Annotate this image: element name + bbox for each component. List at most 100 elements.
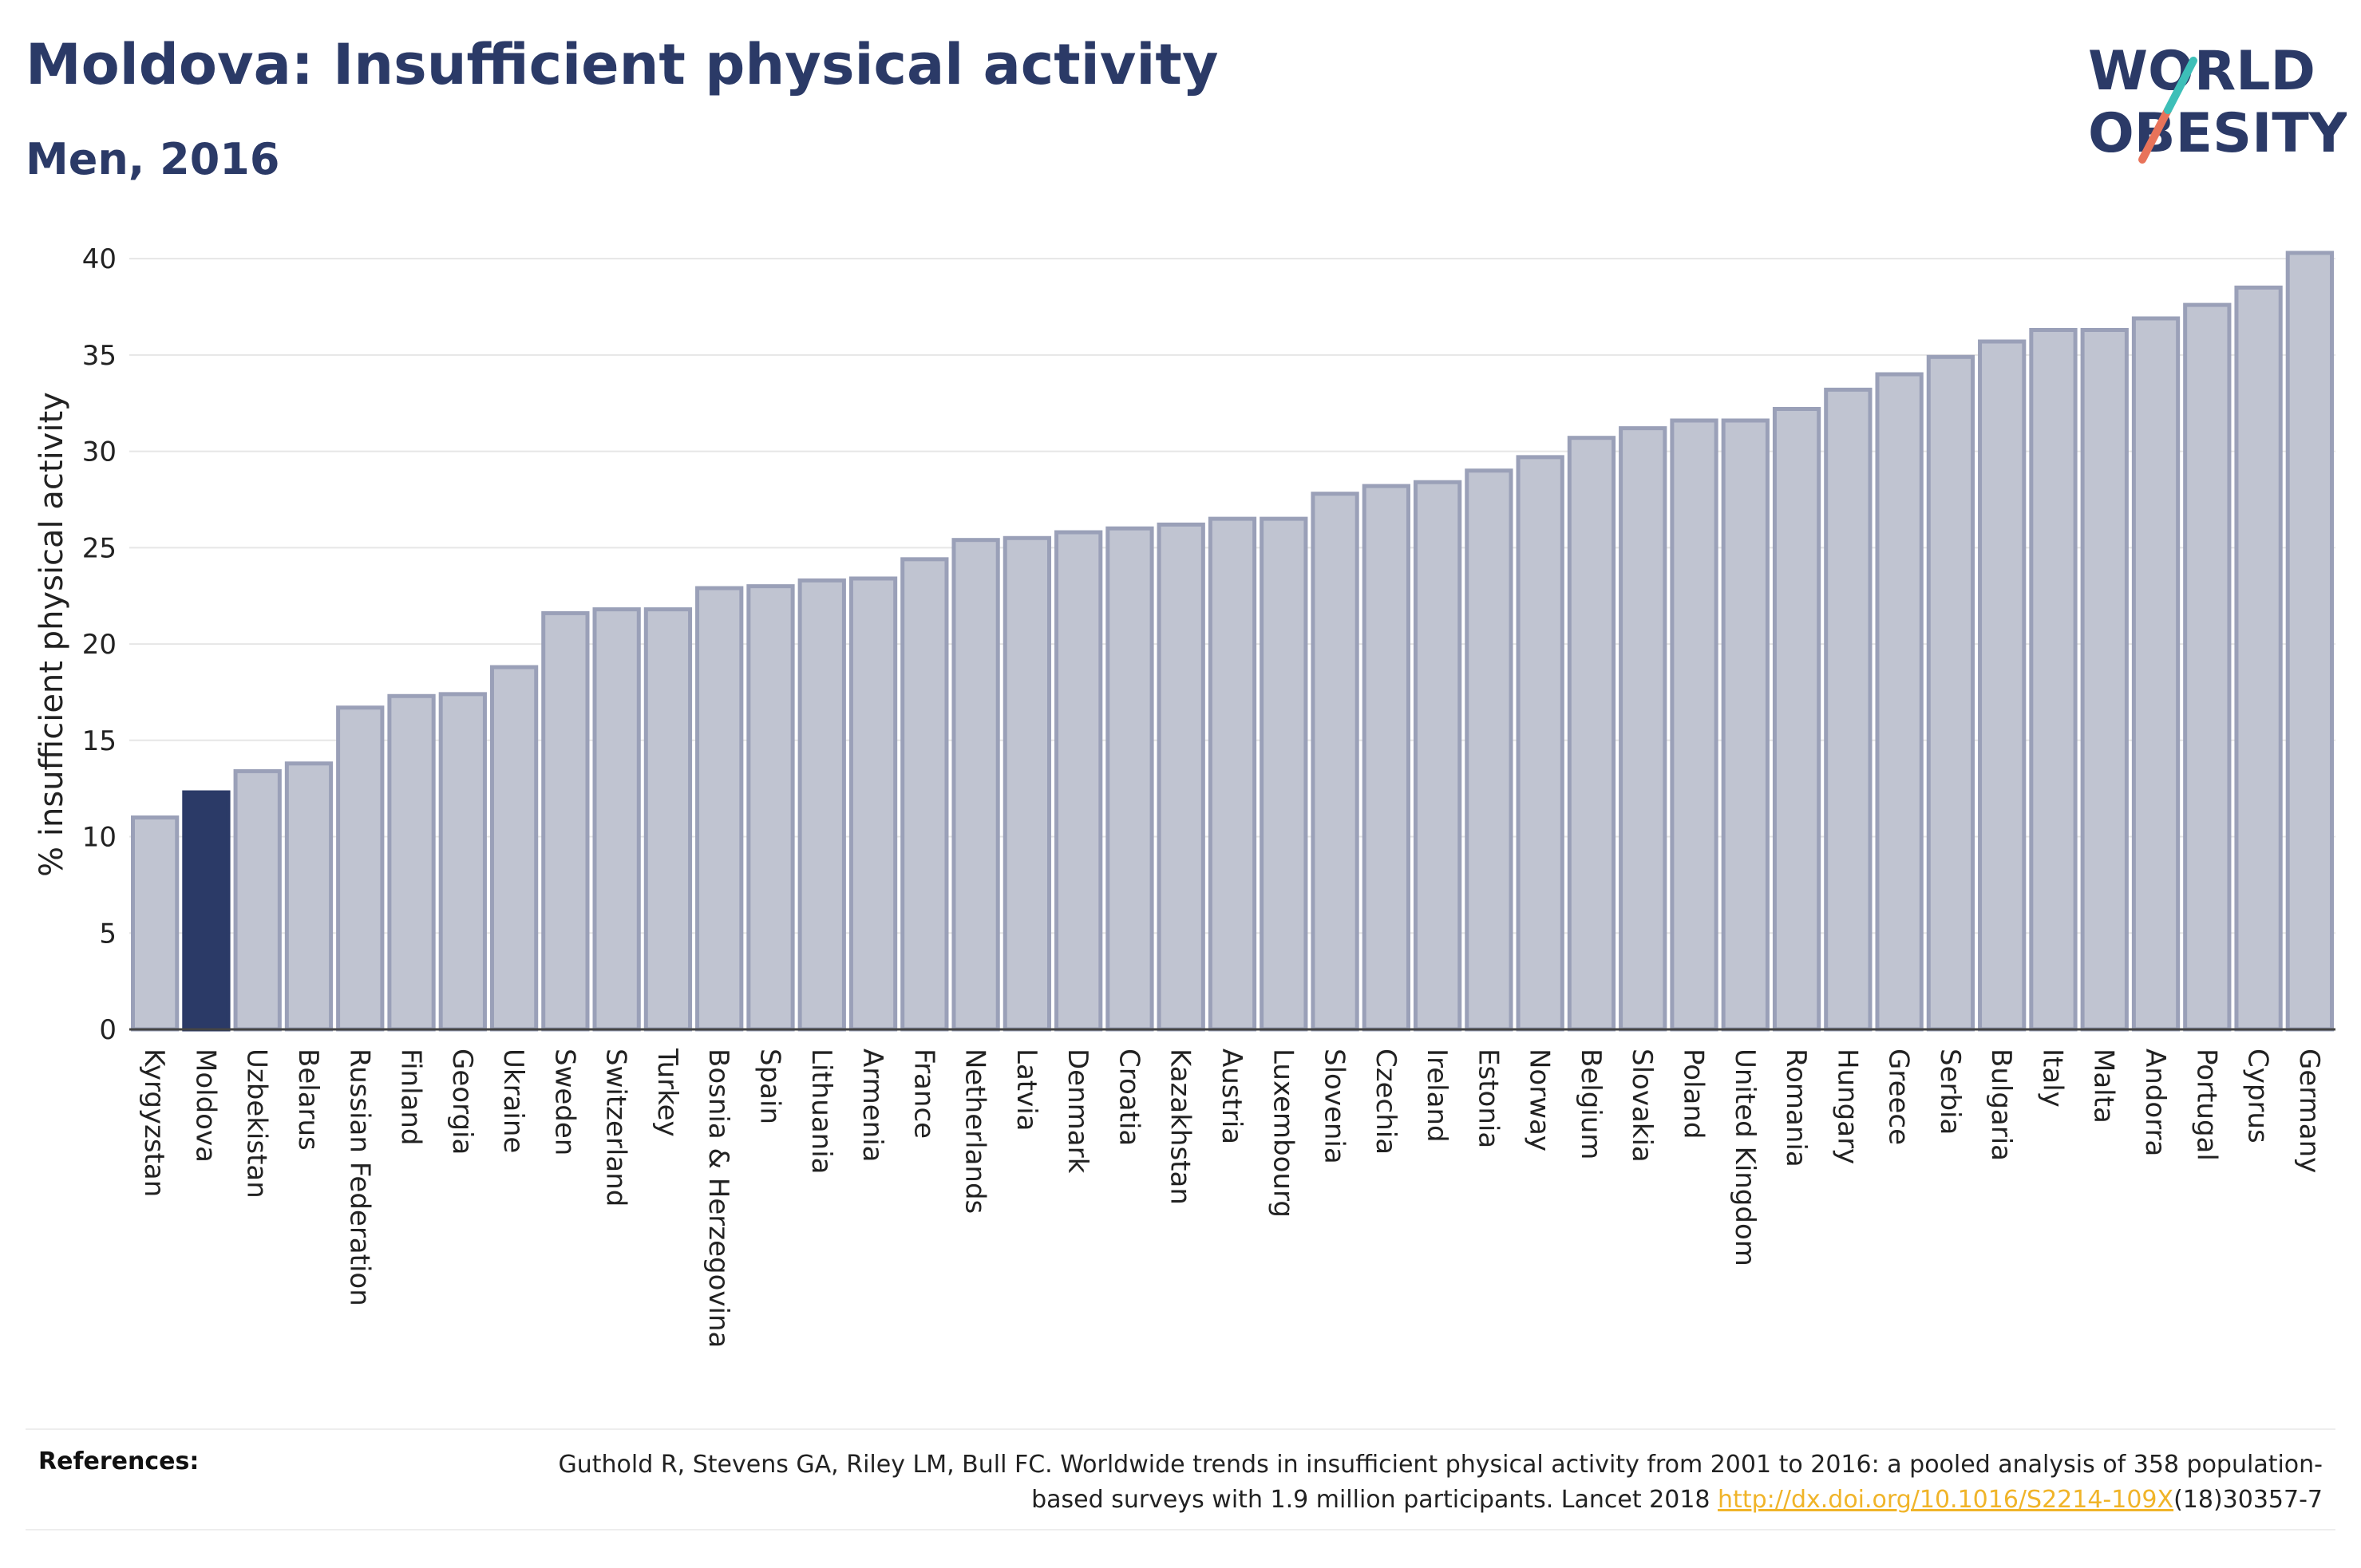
reference-citation: Guthold R, Stevens GA, Riley LM, Bull FC… — [558, 1451, 2323, 1514]
y-tick-label: 35 — [82, 340, 117, 372]
bar-kazakhstan — [1157, 522, 1205, 1032]
x-tick-label: Portugal — [2190, 1049, 2222, 1161]
bar-bulgaria — [1978, 339, 2027, 1032]
x-tick-label: Serbia — [1934, 1049, 1966, 1135]
x-tick-label: Kyrgyzstan — [138, 1049, 170, 1197]
bar-germany — [2285, 251, 2335, 1032]
x-tick-label: Latvia — [1010, 1049, 1042, 1132]
x-tick-label: Czechia — [1370, 1049, 1402, 1155]
bar-sweden — [541, 610, 590, 1032]
bar-estonia — [1465, 468, 1513, 1032]
bar-luxembourg — [1260, 516, 1308, 1032]
bar-malta — [2080, 327, 2129, 1032]
x-tick-label: Switzerland — [600, 1049, 632, 1207]
references-text: Guthold R, Stevens GA, Riley LM, Bull FC… — [487, 1448, 2323, 1518]
bar-czechia — [1362, 484, 1410, 1032]
x-tick-label: Norway — [1524, 1049, 1556, 1151]
x-tick-label: Georgia — [446, 1049, 478, 1155]
y-tick-label: 20 — [82, 629, 117, 661]
x-tick-label: Armenia — [856, 1049, 888, 1163]
bar-switzerland — [592, 607, 641, 1032]
chart-subtitle: Men, 2016 — [26, 134, 280, 184]
bar-finland — [387, 693, 436, 1032]
bar-romania — [1772, 406, 1821, 1032]
bar-ukraine — [489, 665, 539, 1032]
x-tick-label: Germany — [2293, 1049, 2325, 1173]
x-tick-label: Malta — [2088, 1049, 2120, 1124]
bar-lithuania — [797, 578, 846, 1032]
bar-latvia — [1003, 535, 1052, 1032]
y-tick-label: 10 — [82, 822, 117, 854]
bar-andorra — [2131, 316, 2181, 1032]
bar-georgia — [438, 692, 487, 1032]
x-tick-label: Hungary — [1831, 1049, 1863, 1164]
x-tick-label: Andorra — [2139, 1049, 2171, 1156]
x-tick-label: Poland — [1678, 1049, 1710, 1139]
bar-norway — [1516, 455, 1564, 1032]
y-tick-label: 40 — [82, 243, 117, 275]
chart-title: Moldova: Insufficient physical activity — [26, 32, 1219, 97]
bar-denmark — [1054, 530, 1103, 1032]
bar-serbia — [1926, 354, 1975, 1032]
x-tick-label: Bulgaria — [1985, 1049, 2017, 1161]
y-tick-label: 0 — [99, 1014, 117, 1046]
bar-austria — [1208, 516, 1257, 1032]
bar-spain — [746, 584, 795, 1032]
bar-russian-federation — [336, 705, 385, 1032]
world-obesity-logo: WORLD OBESITY — [2088, 40, 2347, 165]
x-tick-label: Russian Federation — [343, 1049, 375, 1306]
y-axis-label: % insufficient physical activity — [34, 392, 70, 877]
bars — [130, 251, 2335, 1032]
references-panel: References: Guthold R, Stevens GA, Riley… — [26, 1428, 2335, 1530]
x-tick-label: Italy — [2036, 1049, 2068, 1108]
x-tick-label: Spain — [753, 1049, 785, 1124]
x-tick-label: Slovenia — [1319, 1049, 1351, 1164]
bar-united-kingdom — [1721, 418, 1770, 1032]
x-tick-label: Denmark — [1062, 1049, 1093, 1174]
x-tick-label: Ukraine — [497, 1049, 529, 1153]
x-tick-label: Austria — [1216, 1049, 1248, 1144]
bar-ireland — [1413, 480, 1462, 1032]
bar-cyprus — [2234, 285, 2283, 1032]
y-tick-labels: 0 5 10 15 20 25 30 35 40 — [82, 243, 117, 1046]
x-tick-label: Greece — [1883, 1049, 1915, 1145]
logo-line-obesity: OBESITY — [2088, 102, 2347, 165]
x-tick-label: France — [908, 1049, 939, 1139]
x-tick-label: Belgium — [1575, 1049, 1607, 1159]
bar-bosnia-herzegovina — [695, 586, 744, 1032]
bar-armenia — [848, 576, 898, 1032]
bar-france — [900, 557, 949, 1032]
x-tick-label: Turkey — [651, 1048, 683, 1137]
x-tick-label: Bosnia & Herzegovina — [702, 1049, 734, 1348]
x-tick-label: Netherlands — [959, 1049, 991, 1214]
bar-hungary — [1824, 387, 1873, 1032]
x-tick-label: Lithuania — [805, 1049, 837, 1174]
x-tick-label: Uzbekistan — [241, 1049, 273, 1199]
bar-belgium — [1567, 436, 1616, 1032]
bar-italy — [2029, 327, 2078, 1032]
y-tick-label: 30 — [82, 436, 117, 468]
reference-citation-end: (18)30357-7 — [2173, 1486, 2323, 1514]
logo-line-world: WORLD — [2088, 40, 2316, 103]
x-tick-label: Finland — [395, 1049, 427, 1146]
bar-portugal — [2183, 302, 2232, 1032]
x-tick-label: Kazakhstan — [1165, 1049, 1196, 1205]
x-tick-label: Romania — [1780, 1049, 1812, 1167]
x-tick-label: Ireland — [1421, 1049, 1453, 1143]
x-tick-label: Slovakia — [1626, 1049, 1658, 1163]
bar-croatia — [1105, 526, 1154, 1032]
bar-poland — [1670, 418, 1718, 1032]
bar-netherlands — [951, 538, 1000, 1032]
x-tick-labels: Kyrgyzstan Moldova Uzbekistan Belarus Russia… — [138, 1048, 2325, 1348]
y-tick-label: 25 — [82, 532, 117, 564]
bar-slovakia — [1619, 426, 1667, 1032]
x-tick-label: Cyprus — [2242, 1049, 2274, 1143]
bar-slovenia — [1311, 492, 1359, 1032]
bar-kyrgyzstan — [130, 815, 180, 1032]
x-tick-label: Sweden — [548, 1049, 580, 1155]
bar-turkey — [643, 607, 693, 1032]
bar-moldova — [182, 790, 231, 1032]
y-tick-label: 5 — [99, 918, 117, 950]
reference-doi-link[interactable]: http://dx.doi.org/10.1016/S2214-109X — [1718, 1486, 2174, 1514]
